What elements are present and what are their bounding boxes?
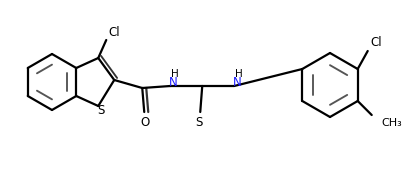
Text: N: N [169, 76, 177, 89]
Text: H: H [171, 69, 179, 79]
Text: S: S [97, 105, 104, 117]
Text: Cl: Cl [369, 37, 381, 49]
Text: CH₃: CH₃ [381, 118, 401, 128]
Text: N: N [232, 76, 241, 89]
Text: H: H [235, 69, 242, 79]
Text: O: O [140, 115, 150, 129]
Text: S: S [195, 115, 202, 129]
Text: Cl: Cl [108, 26, 120, 38]
